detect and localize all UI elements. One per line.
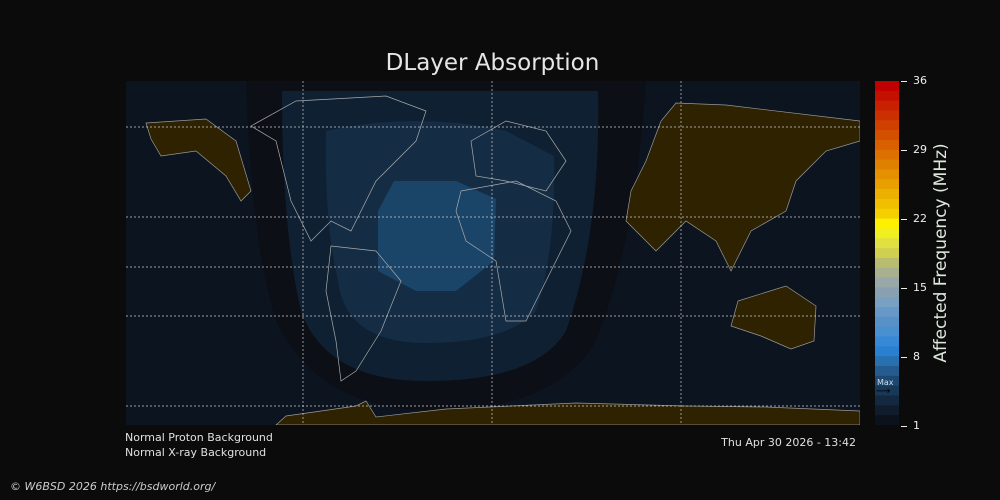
colorbar-label: Affected Frequency (MHz): [931, 143, 951, 363]
colorbar-band: [875, 81, 899, 92]
absorption-level-3: [378, 181, 496, 291]
colorbar-band: [875, 110, 899, 121]
max-arrow-icon: ⟶: [876, 386, 891, 397]
colorbar-band: [875, 139, 899, 151]
coast-africa: [455, 180, 572, 322]
colorbar-tick: 8: [901, 350, 920, 363]
colorbar-band: [875, 415, 899, 425]
colorbar-band: [875, 385, 899, 397]
day-coastlines: [250, 95, 572, 382]
colorbar-band: [875, 405, 899, 416]
world-map: [126, 81, 860, 425]
coast-south-america: [325, 245, 402, 382]
colorbar-tick: 29: [901, 143, 927, 156]
colorbar: [875, 81, 899, 425]
colorbar-tick: 15: [901, 281, 927, 294]
night-land: [145, 102, 860, 425]
colorbar-band: [875, 395, 899, 406]
colorbar-band: [875, 316, 899, 328]
colorbar-band: [875, 346, 899, 357]
colorbar-band: [875, 218, 899, 229]
colorbar-band: [875, 297, 899, 308]
colorbar-band: [875, 159, 899, 170]
proton-status: Normal Proton Background: [125, 431, 273, 444]
colorbar-band: [875, 248, 899, 259]
colorbar-band: [875, 179, 899, 190]
colorbar-band: [875, 307, 899, 318]
colorbar-band: [875, 336, 899, 347]
colorbar-band: [875, 287, 899, 298]
colorbar-band: [875, 149, 899, 161]
colorbar-band: [875, 100, 899, 111]
colorbar-band: [875, 90, 899, 102]
chart-title: DLayer Absorption: [385, 50, 600, 76]
colorbar-tick: 36: [901, 74, 927, 87]
colorbar-band: [875, 326, 899, 338]
timestamp: Thu Apr 30 2026 - 13:42: [721, 436, 856, 449]
colorbar-band: [875, 208, 899, 220]
coast-north-america: [250, 95, 427, 242]
colorbar-band: [875, 277, 899, 288]
colorbar-band: [875, 238, 899, 249]
colorbar-band: [875, 198, 899, 210]
colorbar-tick: 1: [901, 419, 920, 432]
colorbar-band: [875, 169, 899, 180]
land-asia: [625, 102, 860, 272]
land-australia: [730, 285, 817, 350]
coast-europe: [470, 120, 567, 192]
colorbar-band: [875, 366, 899, 377]
colorbar-band: [875, 375, 899, 387]
copyright: © W6BSD 2026 https://bsdworld.org/: [10, 480, 216, 493]
colorbar-band: [875, 130, 899, 141]
colorbar-band: [875, 189, 899, 200]
grid-lines: [126, 81, 860, 425]
xray-status: Normal X-ray Background: [125, 446, 267, 459]
colorbar-tick: 22: [901, 212, 927, 225]
colorbar-band: [875, 267, 899, 279]
colorbar-band: [875, 356, 899, 367]
colorbar-band: [875, 257, 899, 269]
colorbar-band: [875, 228, 899, 239]
colorbar-band: [875, 120, 899, 131]
max-marker-label: Max: [877, 378, 894, 387]
land-alaska: [145, 118, 252, 202]
